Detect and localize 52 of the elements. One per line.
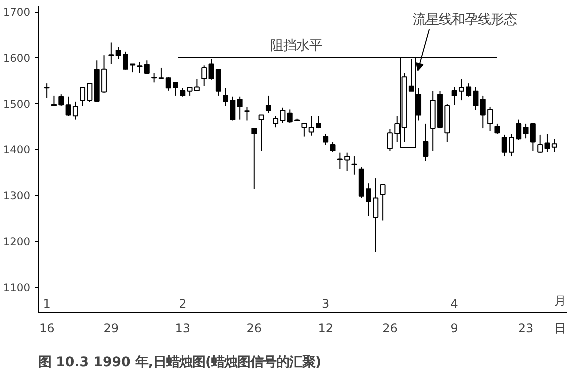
x-tick-label: 16 [39,322,55,336]
candlestick [108,42,114,65]
candlestick [237,96,243,120]
text: 日 [554,322,566,336]
candlestick [66,96,72,117]
candlestick [80,87,86,107]
candlestick [352,156,358,176]
candlestick [538,134,544,154]
candlestick [144,60,150,75]
x-tick-label: 29 [104,322,120,336]
candlestick [552,138,558,153]
candlestick [330,142,336,153]
candlestick [266,95,272,114]
x-tick-label: 12 [318,322,334,336]
candlestick [72,101,78,120]
candlestick [380,184,386,222]
candlestick [544,134,550,153]
y-tick-label: 1300 [3,190,31,203]
annotation: 4 [450,296,458,311]
x-tick-label: 23 [518,322,534,336]
annotation: 月 [554,294,566,308]
candlestick [280,107,286,124]
y-tick-label: 1200 [3,235,31,248]
candlestick [137,62,143,74]
x-tick-label: 26 [246,322,262,336]
annotation: 1 [43,296,51,311]
y-tick-label: 1500 [3,98,31,111]
candlestick [258,114,264,152]
candlestick [252,128,258,190]
candlestick [323,134,329,146]
y-tick-label: 1600 [3,52,31,65]
candlestick [87,82,93,103]
candlestick [202,65,208,87]
candlestick [423,123,429,162]
candlestick [216,68,222,96]
candlestick [244,106,250,122]
text: 图 10.3 1990 年,日蜡烛图(蜡烛图信号的汇聚) [38,354,322,370]
annotation: 3 [322,296,330,311]
candlestick [44,83,50,99]
y-tick-label: 1700 [3,6,31,20]
x-tick-label: 9 [450,322,458,336]
x-tick-label: 26 [382,322,398,336]
y-tick-label: 1100 [3,281,31,294]
candlestick [494,123,500,135]
annotation: 2 [179,296,187,311]
y-tick-label: 1400 [3,144,31,157]
candlestick [473,86,479,111]
ref-line-label: 阻挡水平 [270,38,323,54]
candlestick [302,122,308,138]
x-tick-label: 13 [175,322,191,336]
candlestick [273,116,279,128]
annotation: 流星线和孕线形态 [413,12,518,28]
